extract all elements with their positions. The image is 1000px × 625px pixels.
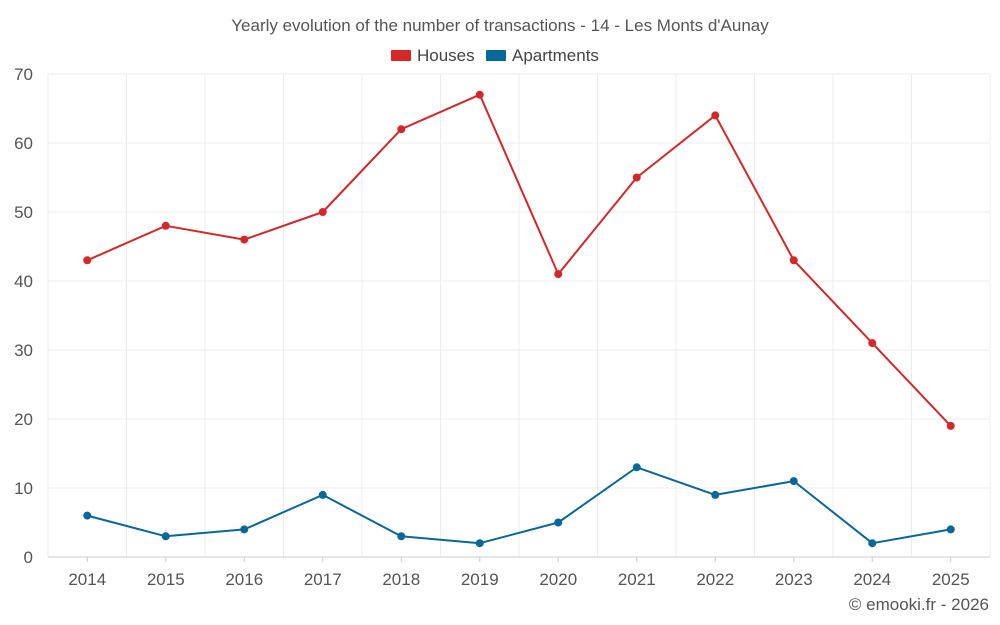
data-point-houses[interactable]	[83, 256, 92, 265]
x-tick-label: 2023	[775, 570, 813, 589]
series-line-apartments	[86, 466, 951, 545]
series-line-houses	[86, 93, 952, 427]
x-tick-label: 2021	[618, 570, 656, 589]
data-point-houses[interactable]	[789, 256, 798, 265]
x-tick-label: 2015	[147, 570, 185, 589]
data-point-houses[interactable]	[475, 90, 484, 99]
data-point-apartments[interactable]	[397, 532, 406, 541]
grid-layer	[47, 73, 991, 557]
x-tick-label: 2016	[225, 570, 263, 589]
data-point-apartments[interactable]	[711, 490, 720, 499]
y-tick-label: 10	[14, 479, 33, 498]
data-point-apartments[interactable]	[318, 490, 327, 499]
x-tick-label: 2019	[461, 570, 499, 589]
data-point-houses[interactable]	[161, 221, 170, 230]
x-tick-label: 2020	[539, 570, 577, 589]
x-tick-label: 2018	[382, 570, 420, 589]
data-point-apartments[interactable]	[789, 477, 798, 486]
legend-label-houses: Houses	[417, 46, 475, 65]
x-tick-label: 2014	[68, 570, 106, 589]
data-point-houses[interactable]	[946, 421, 955, 430]
y-tick-label: 70	[14, 65, 33, 84]
y-tick-label: 60	[14, 134, 33, 153]
data-point-apartments[interactable]	[554, 518, 563, 527]
data-point-apartments[interactable]	[632, 463, 641, 472]
chart-title: Yearly evolution of the number of transa…	[231, 16, 769, 35]
data-point-apartments[interactable]	[475, 539, 484, 548]
data-point-houses[interactable]	[868, 339, 877, 348]
credit-text: © emooki.fr - 2026	[849, 595, 989, 614]
data-point-houses[interactable]	[397, 125, 406, 134]
data-point-apartments[interactable]	[83, 511, 92, 520]
y-tick-label: 30	[14, 341, 33, 360]
x-tick-label: 2024	[853, 570, 891, 589]
y-tick-label: 40	[14, 272, 33, 291]
data-point-apartments[interactable]	[946, 525, 955, 534]
data-point-apartments[interactable]	[240, 525, 249, 534]
data-point-apartments[interactable]	[868, 539, 877, 548]
y-tick-label: 50	[14, 203, 33, 222]
legend-swatch-apartments	[486, 50, 506, 61]
x-tick-label: 2022	[696, 570, 734, 589]
axis-layer: 0 10 20 30 40 50 60 70 2014 2015 2016 2017 2018 2019 2…	[14, 65, 990, 589]
y-tick-label: 0	[24, 548, 33, 567]
series-layer	[83, 90, 955, 548]
data-point-houses[interactable]	[711, 111, 720, 120]
data-point-houses[interactable]	[554, 270, 563, 279]
data-point-houses[interactable]	[318, 208, 327, 216]
legend-swatch-houses	[391, 50, 411, 61]
data-point-houses[interactable]	[632, 173, 641, 182]
x-tick-label: 2025	[932, 570, 970, 589]
x-tick-label: 2017	[304, 570, 342, 589]
data-point-houses[interactable]	[240, 235, 249, 244]
y-tick-label: 20	[14, 410, 33, 429]
data-point-apartments[interactable]	[161, 532, 170, 541]
chart-legend: Houses Apartments	[391, 46, 599, 65]
legend-label-apartments: Apartments	[512, 46, 599, 65]
